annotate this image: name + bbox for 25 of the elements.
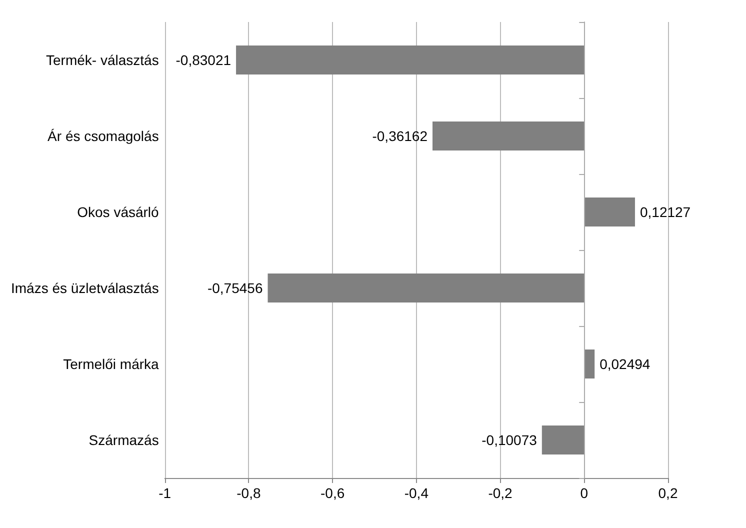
data-label: -0,75456 [207, 280, 263, 296]
x-tick-label: -1 [158, 485, 172, 501]
x-tick-label: 0,2 [658, 485, 678, 501]
x-tick-label: -0,8 [236, 485, 261, 501]
y-tick-label: Okos vásárló [77, 204, 160, 220]
x-tick-label: -0,4 [404, 485, 429, 501]
x-tick-label: 0 [580, 485, 588, 501]
bar [268, 274, 584, 302]
bar [584, 350, 595, 378]
bar [542, 426, 584, 454]
data-label: 0,12127 [640, 204, 691, 220]
data-label: 0,02494 [600, 356, 650, 372]
y-tick-label: Termelői márka [63, 356, 160, 372]
y-tick-label: Származás [88, 432, 159, 448]
bar [432, 122, 584, 150]
bar [236, 46, 584, 74]
data-label: -0,36162 [372, 128, 428, 144]
y-tick-label: Termék- választás [46, 52, 159, 68]
y-tick-label: Imázs és üzletválasztás [10, 280, 159, 296]
data-label: -0,10073 [482, 432, 538, 448]
bar [584, 198, 635, 226]
x-tick-label: -0,2 [488, 485, 513, 501]
data-label: -0,83021 [176, 52, 232, 68]
y-tick-label: Ár és csomagolás [48, 128, 159, 144]
x-tick-label: -0,6 [320, 485, 345, 501]
